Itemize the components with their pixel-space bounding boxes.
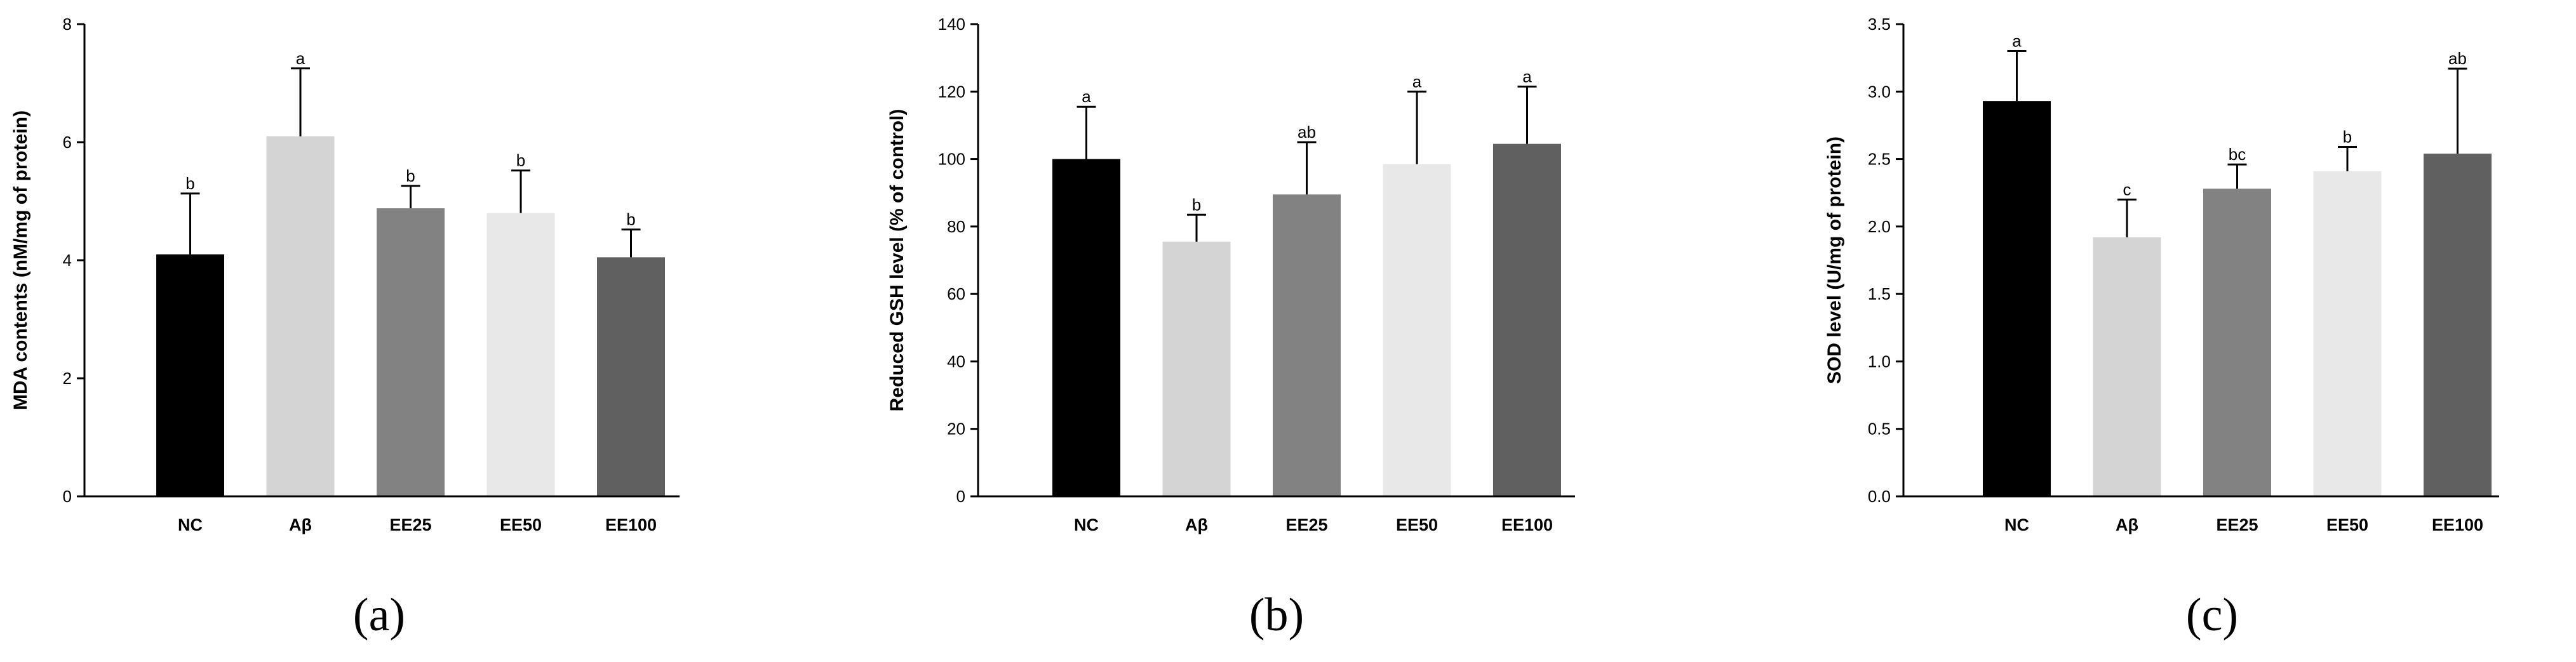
y-tick-label: 2.5 [1868, 150, 1891, 169]
y-tick-label: 3.5 [1868, 15, 1891, 34]
bar-ee100 [1493, 143, 1561, 496]
y-tick-label: 80 [947, 217, 965, 236]
bar-ee50 [1383, 164, 1451, 496]
y-tick-label: 8 [63, 15, 72, 34]
y-tick-label: 20 [947, 420, 965, 439]
y-axis-label: MDA contents (nM/mg of protein) [10, 110, 31, 410]
category-label: EE50 [2326, 515, 2368, 534]
significance-label: a [1522, 67, 1532, 86]
category-label: EE50 [500, 515, 542, 534]
y-tick-label: 0.5 [1868, 420, 1891, 439]
y-axis-label: SOD level (U/mg of protein) [1824, 136, 1845, 384]
y-tick-label: 0 [63, 487, 72, 506]
category-label: Aβ [289, 515, 312, 534]
y-tick-label: 120 [938, 82, 965, 101]
significance-label: bc [2229, 145, 2246, 164]
bar-ee50 [486, 213, 555, 496]
y-tick-label: 1.5 [1868, 284, 1891, 303]
category-label: EE50 [1396, 515, 1438, 534]
significance-label: a [296, 49, 305, 68]
significance-label: b [406, 166, 415, 185]
y-tick-label: 140 [938, 15, 965, 34]
bar-ee25 [1273, 194, 1341, 496]
category-label: EE25 [389, 515, 431, 534]
category-label: EE100 [605, 515, 657, 534]
category-label: EE25 [1285, 515, 1327, 534]
bar-nc [1983, 101, 2051, 496]
bar-ee25 [377, 208, 445, 496]
bar-aβ [2093, 237, 2161, 496]
bar-aβ [1162, 241, 1231, 496]
bar-aβ [266, 136, 335, 496]
category-label: EE25 [2216, 515, 2258, 534]
bar-nc [156, 254, 224, 496]
category-label: Aβ [1185, 515, 1208, 534]
y-axis-label: Reduced GSH level (% of control) [887, 109, 908, 412]
y-tick-label: 6 [63, 133, 72, 152]
panel-label: (b) [1249, 589, 1304, 641]
y-tick-label: 0.0 [1868, 487, 1891, 506]
y-tick-label: 100 [938, 150, 965, 169]
significance-label: b [626, 210, 635, 229]
panel-label: (a) [353, 589, 405, 641]
category-label: EE100 [2432, 515, 2483, 534]
significance-label: b [516, 151, 525, 170]
chart-panel-c: a NC c Aβ bc EE25 b EE50 ab EE100 0.0 0.5 1.0 1.5 2.0 2… [1824, 15, 2499, 641]
y-tick-label: 2 [63, 369, 72, 388]
significance-label: a [1412, 72, 1422, 91]
bar-ee100 [597, 257, 665, 496]
significance-label: ab [1298, 122, 1316, 142]
y-tick-label: 0 [956, 487, 965, 506]
significance-label: c [2123, 180, 2131, 199]
chart-panel-a: b NC a Aβ b EE25 b EE50 b EE100 0 2 4 6 8 MDA contents … [10, 15, 680, 641]
significance-label: b [185, 174, 194, 193]
significance-label: a [1082, 87, 1091, 106]
category-label: NC [1074, 515, 1099, 534]
bar-ee25 [2203, 189, 2271, 496]
chart-panel-b: a NC b Aβ ab EE25 a EE50 a EE100 0 20 40 60 80 100 120 14… [887, 15, 1575, 641]
bar-ee100 [2424, 154, 2492, 496]
significance-label: a [2012, 32, 2022, 51]
category-label: NC [2004, 515, 2029, 534]
panel-label: (c) [2186, 589, 2238, 641]
y-tick-label: 1.0 [1868, 352, 1891, 371]
significance-label: b [1192, 195, 1201, 214]
significance-label: ab [2448, 49, 2467, 68]
significance-label: b [2343, 127, 2352, 146]
bar-nc [1052, 159, 1120, 497]
category-label: EE100 [1501, 515, 1553, 534]
y-tick-label: 60 [947, 284, 965, 303]
bar-ee50 [2313, 171, 2382, 496]
y-tick-label: 3.0 [1868, 82, 1891, 101]
y-tick-label: 2.0 [1868, 217, 1891, 236]
category-label: Aβ [2116, 515, 2138, 534]
category-label: NC [178, 515, 203, 534]
y-tick-label: 40 [947, 352, 965, 371]
y-tick-label: 4 [63, 251, 72, 270]
